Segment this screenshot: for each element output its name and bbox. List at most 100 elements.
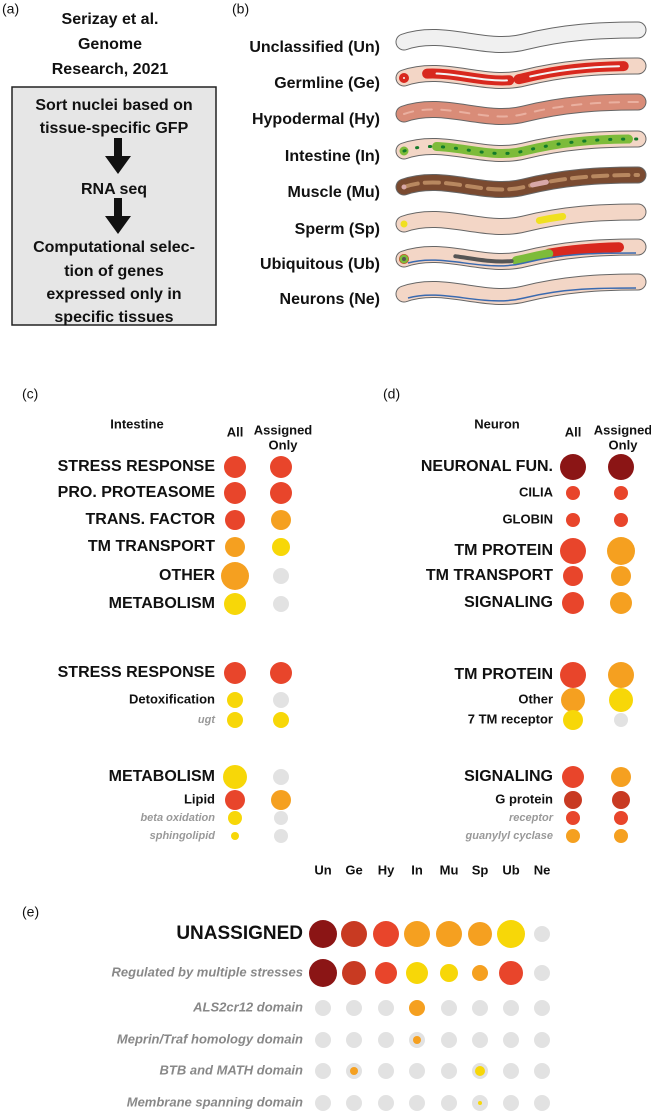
row-label: TRANS. FACTOR <box>86 511 216 528</box>
citation: Serizay et al. <box>62 11 159 28</box>
dot <box>375 962 397 984</box>
tissue-label: Sperm (Sp) <box>295 221 380 238</box>
row-label: Other <box>518 691 553 706</box>
row-label: TM PROTEIN <box>454 666 553 683</box>
column-header: Assigned <box>254 422 313 437</box>
dot <box>441 1095 457 1111</box>
column-header: Ne <box>534 862 551 877</box>
column-header: Sp <box>472 862 489 877</box>
column-header: Un <box>314 862 331 877</box>
dot <box>409 1095 425 1111</box>
dot <box>611 767 631 787</box>
dot <box>534 1063 550 1079</box>
step-text: tissue-specific GFP <box>40 120 189 137</box>
dot <box>225 510 245 530</box>
arrow <box>105 138 131 174</box>
column-header: Ge <box>345 862 362 877</box>
worm-tissue <box>402 173 640 192</box>
dot <box>534 1000 550 1016</box>
dot <box>563 710 583 730</box>
dot <box>378 1095 394 1111</box>
worm-tissue <box>399 242 643 266</box>
dot <box>468 922 492 946</box>
dot <box>315 1032 331 1048</box>
dot <box>404 921 430 947</box>
dot <box>497 920 525 948</box>
dot <box>274 811 288 825</box>
dot <box>614 486 628 500</box>
dot <box>566 513 580 527</box>
dot <box>223 765 247 789</box>
column-header: Hy <box>378 862 395 877</box>
row-label: Lipid <box>184 791 215 806</box>
row-label: UNASSIGNED <box>176 923 303 944</box>
tissue-label: Germline (Ge) <box>274 75 380 92</box>
worm-body <box>396 204 646 234</box>
row-label: Meprin/Traf homology domain <box>117 1031 303 1046</box>
dot <box>614 829 628 843</box>
dot <box>227 692 243 708</box>
dot <box>378 1000 394 1016</box>
dot <box>534 1032 550 1048</box>
dot <box>378 1032 394 1048</box>
row-label: PRO. PROTEASOME <box>58 484 216 501</box>
dot <box>611 566 631 586</box>
citation: Genome <box>78 36 142 53</box>
dot <box>534 965 550 981</box>
dot <box>436 921 462 947</box>
dot <box>221 562 249 590</box>
dot <box>612 791 630 809</box>
dot <box>564 791 582 809</box>
row-label: GLOBIN <box>502 511 553 526</box>
step-text: Sort nuclei based on <box>35 97 192 114</box>
dot <box>614 811 628 825</box>
row-label: STRESS RESPONSE <box>58 664 216 681</box>
panel-label: (e) <box>22 904 39 920</box>
neuron-line <box>407 252 637 267</box>
row-label: METABOLISM <box>109 768 215 785</box>
dot <box>224 456 246 478</box>
row-label: Regulated by multiple stresses <box>112 964 303 979</box>
tissue-label: Neurons (Ne) <box>280 291 380 308</box>
dot <box>315 1000 331 1016</box>
dot <box>378 1063 394 1079</box>
row-label: STRESS RESPONSE <box>58 458 216 475</box>
panel-label: (c) <box>22 386 38 402</box>
column-header: Assigned <box>594 422 651 437</box>
row-label: CILIA <box>519 484 554 499</box>
dot <box>273 692 289 708</box>
step-text: expressed only in <box>46 286 181 303</box>
dot <box>309 920 337 948</box>
dot <box>560 662 586 688</box>
dot <box>315 1063 331 1079</box>
dot <box>560 538 586 564</box>
dot <box>562 592 584 614</box>
dot <box>224 482 246 504</box>
step-text: RNA seq <box>81 181 147 198</box>
dot <box>472 1032 488 1048</box>
column-header: Only <box>609 437 639 452</box>
worm-tissue <box>403 65 639 82</box>
column-header: Mu <box>440 862 459 877</box>
dot <box>562 766 584 788</box>
dot <box>346 1000 362 1016</box>
tissue-label: Ubiquitous (Ub) <box>260 256 380 273</box>
arrow <box>105 198 131 234</box>
dot <box>609 688 633 712</box>
dot <box>472 1000 488 1016</box>
column-header: In <box>411 862 423 877</box>
worm-body <box>396 22 646 52</box>
dot <box>499 961 523 985</box>
row-label: G protein <box>495 791 553 806</box>
row-label: TM TRANSPORT <box>88 538 215 555</box>
dot <box>608 454 634 480</box>
dot <box>441 1000 457 1016</box>
dot <box>309 959 337 987</box>
dot <box>342 961 366 985</box>
dot <box>409 1000 425 1016</box>
row-label: 7 TM receptor <box>468 711 553 726</box>
dot <box>503 1000 519 1016</box>
step-text: tion of genes <box>64 263 164 280</box>
row-label: METABOLISM <box>109 595 215 612</box>
dot <box>441 1063 457 1079</box>
